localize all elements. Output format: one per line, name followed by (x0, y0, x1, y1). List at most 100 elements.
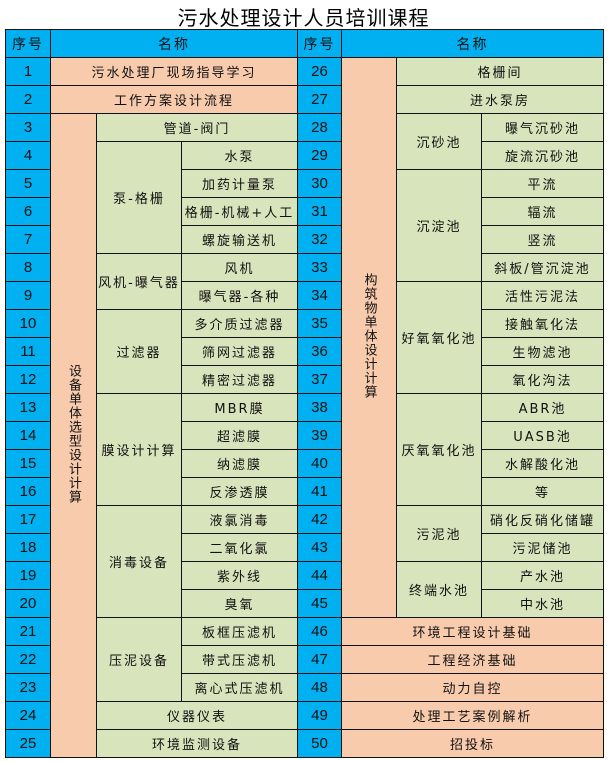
item-name: MBR膜 (181, 393, 298, 422)
item-name: 辐流 (481, 197, 604, 226)
row-number: 36 (297, 337, 342, 366)
table-row: 10 过滤器 多介质过滤器 35 接触氧化法 (5, 309, 604, 394)
group-name: 膜设计计算 (96, 393, 182, 506)
table-row: 19 紫外线 44 终端水池 产水池 (5, 561, 604, 618)
page-title: 污水处理设计人员培训课程 (177, 6, 430, 30)
group-name: 沉淀池 (396, 169, 482, 282)
row-number: 26 (297, 57, 342, 86)
course-name: 进水泵房 (396, 85, 604, 114)
item-name: 接触氧化法 (481, 309, 604, 338)
item-name: 二氧化氯 (181, 533, 298, 562)
table-row: 3 设备单体选型设计计算 管道-阀门 28 沉砂池 曝气沉砂池 (5, 113, 604, 758)
item-name: 曝气沉砂池 (481, 113, 604, 142)
row-number: 29 (297, 141, 342, 170)
group-name: 污泥池 (396, 505, 482, 562)
category-label: 设备单体选型设计计算 (66, 363, 81, 504)
table-row: 16 反渗透膜 41 等 (5, 477, 604, 506)
row-number: 11 (5, 337, 51, 366)
row-number: 31 (297, 197, 342, 226)
item-name: 产水池 (481, 561, 604, 590)
row-number: 8 (5, 253, 51, 282)
table-row: 21 压泥设备 板框压滤机 46 环境工程设计基础 (5, 617, 604, 702)
table-row: 17 消毒设备 液氯消毒 42 污泥池 硝化反硝化储罐 (5, 505, 604, 618)
row-number: 7 (5, 225, 51, 254)
item-name: 板框压滤机 (181, 617, 298, 646)
item-name: 风机 (181, 253, 298, 282)
row-number: 20 (5, 589, 51, 618)
row-number: 18 (5, 533, 51, 562)
row-number: 37 (297, 365, 342, 394)
header-name: 名称 (341, 29, 604, 58)
item-name: 竖流 (481, 225, 604, 254)
table-row: 18 二氧化氯 43 污泥储池 (5, 533, 604, 562)
header-seq: 序号 (297, 29, 342, 58)
item-name: 等 (481, 477, 604, 506)
item-name: 水解酸化池 (481, 449, 604, 478)
table-row: 2 工作方案设计流程 27 进水泵房 (5, 85, 604, 114)
row-number: 2 (5, 85, 51, 114)
row-number: 48 (297, 673, 342, 702)
item-name: 斜板/管沉淀池 (481, 253, 604, 282)
item-name: 活性污泥法 (481, 281, 604, 310)
row-number: 35 (297, 309, 342, 338)
course-name: 管道-阀门 (96, 113, 298, 142)
table-row: 13 膜设计计算 MBR膜 38 厌氧氧化池 ABR池 (5, 393, 604, 506)
item-name: ABR池 (481, 393, 604, 422)
row-number: 5 (5, 169, 51, 198)
header-row: 序号 名称 序号 名称 (5, 29, 604, 58)
course-name: 处理工艺案例解析 (341, 701, 604, 730)
header-name: 名称 (50, 29, 298, 58)
table-row: 8 风机-曝气器 风机 33 斜板/管沉淀池 (5, 253, 604, 310)
item-name: 多介质过滤器 (181, 309, 298, 338)
row-number: 45 (297, 589, 342, 618)
table-row: 12 精密过滤器 37 氧化沟法 (5, 365, 604, 394)
category-equipment: 设备单体选型设计计算 (50, 113, 97, 758)
course-name: 环境监测设备 (96, 729, 298, 758)
row-number: 28 (297, 113, 342, 142)
item-name: 平流 (481, 169, 604, 198)
course-name: 环境工程设计基础 (341, 617, 604, 646)
item-name: 纳滤膜 (181, 449, 298, 478)
row-number: 47 (297, 645, 342, 674)
table-row: 1 污水处理厂现场指导学习 26 构筑物单体设计计算 格栅间 (5, 57, 604, 618)
row-number: 42 (297, 505, 342, 534)
item-name: 螺旋输送机 (181, 225, 298, 254)
item-name: 硝化反硝化储罐 (481, 505, 604, 534)
course-name: 仪器仪表 (96, 701, 298, 730)
row-number: 21 (5, 617, 51, 646)
table-row: 4 泵-格栅 水泵 29 旋流沉砂池 (5, 141, 604, 254)
row-number: 24 (5, 701, 51, 730)
row-number: 6 (5, 197, 51, 226)
item-name: 水泵 (181, 141, 298, 170)
group-name: 好氧氧化池 (396, 281, 482, 394)
table-row: 5 加药计量泵 30 沉淀池 平流 (5, 169, 604, 282)
group-name: 泵-格栅 (96, 141, 182, 254)
group-name: 压泥设备 (96, 617, 182, 702)
row-number: 16 (5, 477, 51, 506)
item-name: UASB池 (481, 421, 604, 450)
row-number: 13 (5, 393, 51, 422)
table-row: 25 环境监测设备 50 招投标 (5, 729, 604, 758)
row-number: 44 (297, 561, 342, 590)
table-row: 20 臭氧 45 中水池 (5, 589, 604, 618)
row-number: 38 (297, 393, 342, 422)
row-number: 15 (5, 449, 51, 478)
table-row: 22 带式压滤机 47 工程经济基础 (5, 645, 604, 674)
row-number: 10 (5, 309, 51, 338)
item-name: 液氯消毒 (181, 505, 298, 534)
category-label: 构筑物单体设计计算 (361, 272, 377, 399)
item-name: 筛网过滤器 (181, 337, 298, 366)
item-name: 中水池 (481, 589, 604, 618)
item-name: 臭氧 (181, 589, 298, 618)
course-name: 污水处理厂现场指导学习 (50, 57, 298, 86)
course-table: 序号 名称 序号 名称 1 污水处理厂现场指导学习 26 构筑物单体设计计算 格… (5, 29, 604, 758)
row-number: 39 (297, 421, 342, 450)
row-number: 43 (297, 533, 342, 562)
row-number: 32 (297, 225, 342, 254)
row-number: 9 (5, 281, 51, 310)
group-name: 过滤器 (96, 309, 182, 394)
row-number: 30 (297, 169, 342, 198)
item-name: 精密过滤器 (181, 365, 298, 394)
header-seq: 序号 (5, 29, 51, 58)
table-row: 6 格栅-机械+人工 31 辐流 (5, 197, 604, 226)
